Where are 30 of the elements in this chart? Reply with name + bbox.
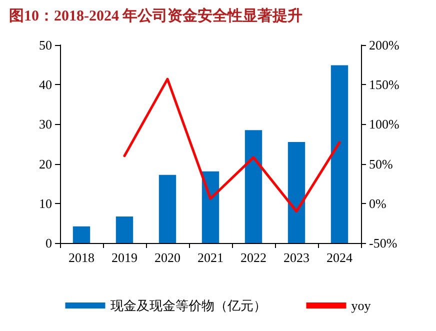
y2-tick-label: -50% <box>369 236 398 250</box>
y-tick-label: 30 <box>39 116 52 132</box>
line-series <box>123 78 341 213</box>
y2-tick-label: 100% <box>369 116 400 132</box>
y2-tick-label: 0% <box>369 196 386 211</box>
x-tick-label: 2022 <box>240 250 266 265</box>
bar <box>158 174 176 243</box>
y2-tick-label: 200% <box>369 38 400 52</box>
bar <box>116 216 134 243</box>
legend-label: 现金及现金等价物（亿元） <box>110 298 266 313</box>
bar <box>202 171 220 243</box>
x-tick-label: 2023 <box>284 250 310 265</box>
x-tick-label: 2018 <box>68 250 94 265</box>
x-tick-label: 2019 <box>112 250 138 265</box>
y2-tick-label: 150% <box>369 77 400 92</box>
x-tick-label: 2020 <box>154 250 180 265</box>
y-tick-label: 10 <box>39 196 52 211</box>
x-tick-label: 2024 <box>326 250 353 265</box>
bar <box>288 142 306 243</box>
bar <box>72 226 90 243</box>
y-tick-label: 40 <box>39 77 52 92</box>
chart-title: 图10：2018-2024 年公司资金安全性显著提升 <box>9 6 303 24</box>
y-tick-label: 50 <box>39 38 52 52</box>
legend-label: yoy <box>351 298 372 313</box>
x-tick-label: 2021 <box>198 250 224 265</box>
bar <box>244 130 262 243</box>
bar <box>330 65 348 243</box>
y-tick-label: 0 <box>46 236 52 250</box>
y-tick-label: 20 <box>39 156 52 172</box>
y2-tick-label: 50% <box>369 156 393 172</box>
